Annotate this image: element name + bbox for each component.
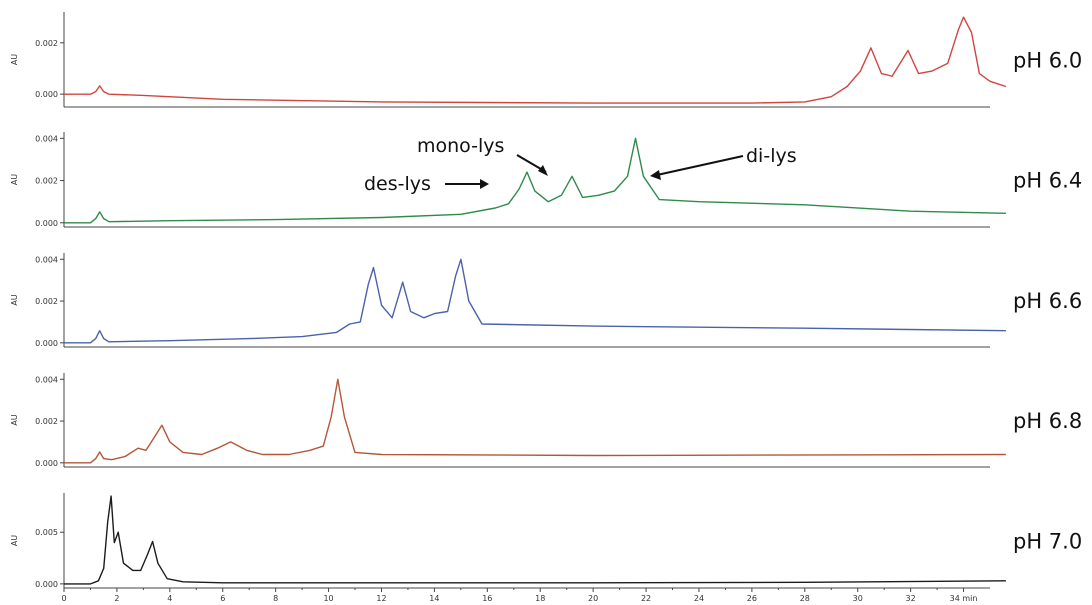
annotation-mono-lys: mono-lys — [417, 135, 504, 157]
panel-label: pH 6.8 — [1013, 409, 1082, 433]
y-tick-label: 0.002 — [35, 177, 58, 186]
panel-5: 0.000 0.005 AU pH 7.0 — [10, 493, 1082, 589]
x-tick-label: 0 — [61, 594, 66, 603]
shared-x-axis: 0 2 4 6 8 10 12 14 16 18 20 22 24 26 28 30 32 34 min — [61, 588, 977, 603]
y-tick-label: 0.000 — [35, 339, 58, 348]
panel-1: 0.000 0.002 AU pH 6.0 — [10, 12, 1082, 108]
x-tick-label: 22 — [641, 594, 651, 603]
panel-label: pH 6.4 — [1013, 169, 1082, 193]
panel-label: pH 7.0 — [1013, 530, 1082, 554]
trace-line — [64, 258, 1006, 344]
annotation-group: mono-lys des-lys di-lys — [364, 135, 797, 195]
y-tick-label: 0.002 — [35, 39, 58, 48]
trace-line — [64, 378, 1006, 464]
x-tick-label: 4 — [167, 594, 172, 603]
y-tick-label: 0.002 — [35, 417, 58, 426]
arrow-des-lys-head — [480, 179, 489, 189]
x-tick-label: 6 — [220, 594, 225, 603]
y-tick-label: 0.000 — [35, 90, 58, 99]
panel-label: pH 6.6 — [1013, 289, 1082, 313]
y-tick-label: 0.004 — [35, 255, 58, 264]
x-tick-label: 10 — [323, 594, 333, 603]
x-tick-label: 12 — [376, 594, 386, 603]
y-tick-label: 0.002 — [35, 297, 58, 306]
y-axis-label: AU — [10, 535, 19, 546]
y-tick-label: 0.000 — [35, 580, 58, 589]
x-tick-label: 34 min — [950, 594, 978, 603]
y-tick-label: 0.000 — [35, 459, 58, 468]
y-tick-label: 0.005 — [35, 528, 58, 537]
trace-line — [64, 495, 1006, 585]
x-tick-label: 30 — [853, 594, 863, 603]
annotation-des-lys: des-lys — [364, 173, 431, 195]
arrow-di-lys — [656, 155, 744, 176]
panels-group: 0.000 0.002 AU pH 6.0 0.000 0.002 0.004 AU pH 6.… — [10, 12, 1082, 589]
arrow-di-lys-head — [650, 170, 661, 180]
panel-3: 0.000 0.002 0.004 AU pH 6.6 — [10, 253, 1082, 348]
y-axis-label: AU — [10, 414, 19, 425]
x-tick-label: 26 — [747, 594, 757, 603]
y-axis-label: AU — [10, 54, 19, 65]
panel-label: pH 6.0 — [1013, 49, 1082, 73]
y-axis-label: AU — [10, 294, 19, 305]
x-tick-label: 8 — [273, 594, 278, 603]
trace-line — [64, 137, 1006, 224]
arrow-mono-lys-head — [538, 165, 548, 176]
panel-4: 0.000 0.002 0.004 AU pH 6.8 — [10, 373, 1082, 468]
x-tick-label: 24 — [694, 594, 704, 603]
x-tick-label: 14 — [429, 594, 439, 603]
y-axis-label: AU — [10, 174, 19, 185]
trace-line — [64, 16, 1007, 104]
x-tick-label: 16 — [482, 594, 492, 603]
y-tick-label: 0.000 — [35, 219, 58, 228]
annotation-di-lys: di-lys — [746, 145, 797, 167]
x-tick-label: 2 — [114, 594, 119, 603]
x-tick-label: 28 — [800, 594, 810, 603]
panel-2: 0.000 0.002 0.004 AU pH 6.4 — [10, 132, 1082, 228]
y-tick-label: 0.004 — [35, 375, 58, 384]
x-tick-label: 18 — [535, 594, 545, 603]
y-tick-label: 0.004 — [35, 134, 58, 143]
x-tick-label: 20 — [588, 594, 598, 603]
x-tick-label: 32 — [906, 594, 916, 603]
